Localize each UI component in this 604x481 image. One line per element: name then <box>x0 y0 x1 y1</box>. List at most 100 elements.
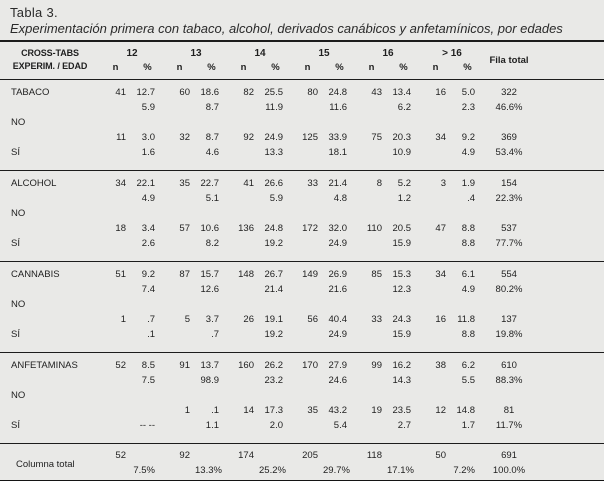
cell-pct: 14.3 <box>392 375 412 386</box>
cell-pct <box>195 115 228 130</box>
header-spacer <box>534 42 604 80</box>
cell-pct <box>131 206 164 221</box>
cell-n: 11 <box>116 132 126 143</box>
cell-n <box>100 236 131 262</box>
cell-pct <box>259 388 292 403</box>
header-n-label-5: n <box>432 62 439 73</box>
cell-n <box>100 145 131 171</box>
cell-pct: 5.0 <box>451 79 484 100</box>
cell-n: 41 <box>228 170 259 191</box>
answer-label-no: NO <box>11 208 26 219</box>
cell-n: 60 <box>164 79 195 100</box>
header-age-2: 14 <box>254 48 266 59</box>
cell-pct <box>387 388 420 403</box>
cell-pct <box>131 403 164 418</box>
empty-label <box>0 221 100 236</box>
cell-pct: 7.5 <box>141 375 155 386</box>
cell-total-pct: 53.4% <box>495 147 523 158</box>
cell-n <box>228 297 259 312</box>
answer-label-si: SÍ <box>11 420 20 431</box>
cell-n <box>164 373 195 388</box>
cell-pct: 23.5 <box>392 405 412 416</box>
cell-pct: 15.9 <box>392 238 412 249</box>
table-row: SÍ -- -- 1.1 2.0 5.4 2.7 1.7 11.7% <box>0 418 604 444</box>
cell-pct <box>451 115 484 130</box>
cell-pct: 8.8 <box>461 238 475 249</box>
footer-n: 50 <box>420 443 451 463</box>
cell-n <box>420 297 451 312</box>
cell-n <box>100 100 131 115</box>
cell-total-n: 322 <box>484 79 534 100</box>
cell-n <box>356 297 387 312</box>
cell-pct: -- -- <box>139 420 155 431</box>
header-crosstabs-line2: EXPERIM. / EDAD <box>12 61 88 71</box>
table-body: TABACO 41 12.7 60 18.6 82 25.5 80 24.8 43 13.4 16 5.… <box>0 79 604 444</box>
cell-pct: 20.3 <box>392 132 412 143</box>
cell-pct: .7 <box>147 314 155 325</box>
cell-pct <box>323 206 356 221</box>
cell-total <box>484 388 534 403</box>
cell-pct: 27.9 <box>323 352 356 373</box>
cell-pct <box>323 388 356 403</box>
cell-n <box>292 206 323 221</box>
cell-total-pct: 19.8% <box>495 329 523 340</box>
cell-pct: 22.1 <box>131 170 164 191</box>
header-n-label-3: n <box>304 62 311 73</box>
cell-pct <box>451 388 484 403</box>
cell-n: 12 <box>435 405 446 416</box>
cell-pct: 12.6 <box>200 284 220 295</box>
cell-pct: 15.9 <box>392 329 412 340</box>
cell-n: 110 <box>366 223 382 234</box>
header-age-3: 15 <box>318 48 330 59</box>
cell-pct: 26.2 <box>259 352 292 373</box>
cell-pct: 5.9 <box>269 193 283 204</box>
cell-pct <box>195 206 228 221</box>
cell-pct: 26.6 <box>259 170 292 191</box>
table-row: 1 .7 5 3.7 26 19.1 56 40.4 33 24.3 16 11.8 137 <box>0 312 604 327</box>
cell-pct: 8.7 <box>205 132 219 143</box>
cell-pct: 11.9 <box>265 102 283 113</box>
cell-n: 14 <box>243 405 254 416</box>
cell-pct <box>195 388 228 403</box>
cell-n <box>100 418 131 444</box>
cell-n <box>420 236 451 262</box>
cell-n: 43 <box>356 79 387 100</box>
cell-n <box>164 206 195 221</box>
footer-row-pcts: 7.5% 13.3% 25.2% 29.7% 17.1% 7.2% 100.0% <box>0 463 604 481</box>
cell-n: 87 <box>164 261 195 282</box>
cell-pct: 24.3 <box>392 314 412 325</box>
cell-n <box>356 282 387 297</box>
cell-pct: 7.4 <box>141 284 155 295</box>
table-row: 7.4 12.6 21.4 21.6 12.3 4.9 80.2% <box>0 282 604 297</box>
cell-n: 125 <box>302 132 318 143</box>
cell-n: 26 <box>243 314 254 325</box>
empty-label <box>0 191 100 206</box>
cell-n: 160 <box>228 352 259 373</box>
cell-pct: 5.5 <box>461 375 475 386</box>
cell-n <box>356 236 387 262</box>
cell-pct: 5.1 <box>205 193 219 204</box>
cell-pct: 21.4 <box>323 170 356 191</box>
cell-pct: 10.9 <box>392 147 412 158</box>
header-crosstabs-line1: CROSS-TABS <box>21 48 79 58</box>
cell-pct: 12.3 <box>392 284 412 295</box>
table-title: Tabla 3. <box>10 5 58 20</box>
footer-cell-empty <box>131 443 164 463</box>
cell-pct: 4.9 <box>141 193 155 204</box>
table-row: SÍ 2.6 8.2 19.2 24.9 15.9 8.8 77.7% <box>0 236 604 262</box>
cell-pct: .1 <box>211 405 219 416</box>
answer-label-no: NO <box>11 390 26 401</box>
cell-n <box>100 388 131 403</box>
cell-total-pct: 88.3% <box>495 375 523 386</box>
table-row: SÍ .1 .7 19.2 24.9 15.9 8.8 19.8% <box>0 327 604 353</box>
cell-pct: 18.1 <box>328 147 348 158</box>
cell-n <box>228 145 259 171</box>
cell-n: 34 <box>435 132 446 143</box>
table-row: 5.9 8.7 11.9 11.6 6.2 2.3 46.6% <box>0 100 604 115</box>
row-spacer <box>534 327 604 353</box>
cell-n: 1 <box>120 314 126 325</box>
cell-total <box>484 206 534 221</box>
cell-pct <box>195 297 228 312</box>
cell-n <box>292 145 323 171</box>
footer-cell-empty <box>292 463 323 481</box>
